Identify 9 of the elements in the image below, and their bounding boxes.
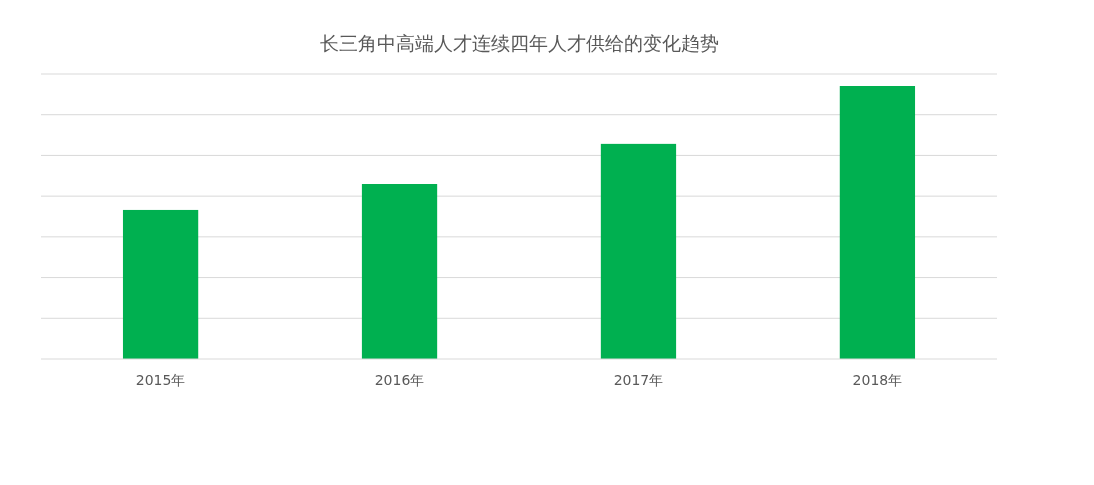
bar bbox=[361, 184, 438, 359]
x-tick-label: 2016年 bbox=[374, 372, 425, 388]
x-tick-label: 2017年 bbox=[613, 372, 664, 388]
chart-title: 长三角中高端人才连续四年人才供给的变化趋势 bbox=[319, 32, 719, 54]
bar bbox=[839, 86, 916, 359]
bar bbox=[122, 209, 199, 359]
x-tick-label: 2015年 bbox=[135, 372, 186, 388]
bar bbox=[600, 143, 677, 359]
x-tick-label: 2018年 bbox=[852, 372, 903, 388]
